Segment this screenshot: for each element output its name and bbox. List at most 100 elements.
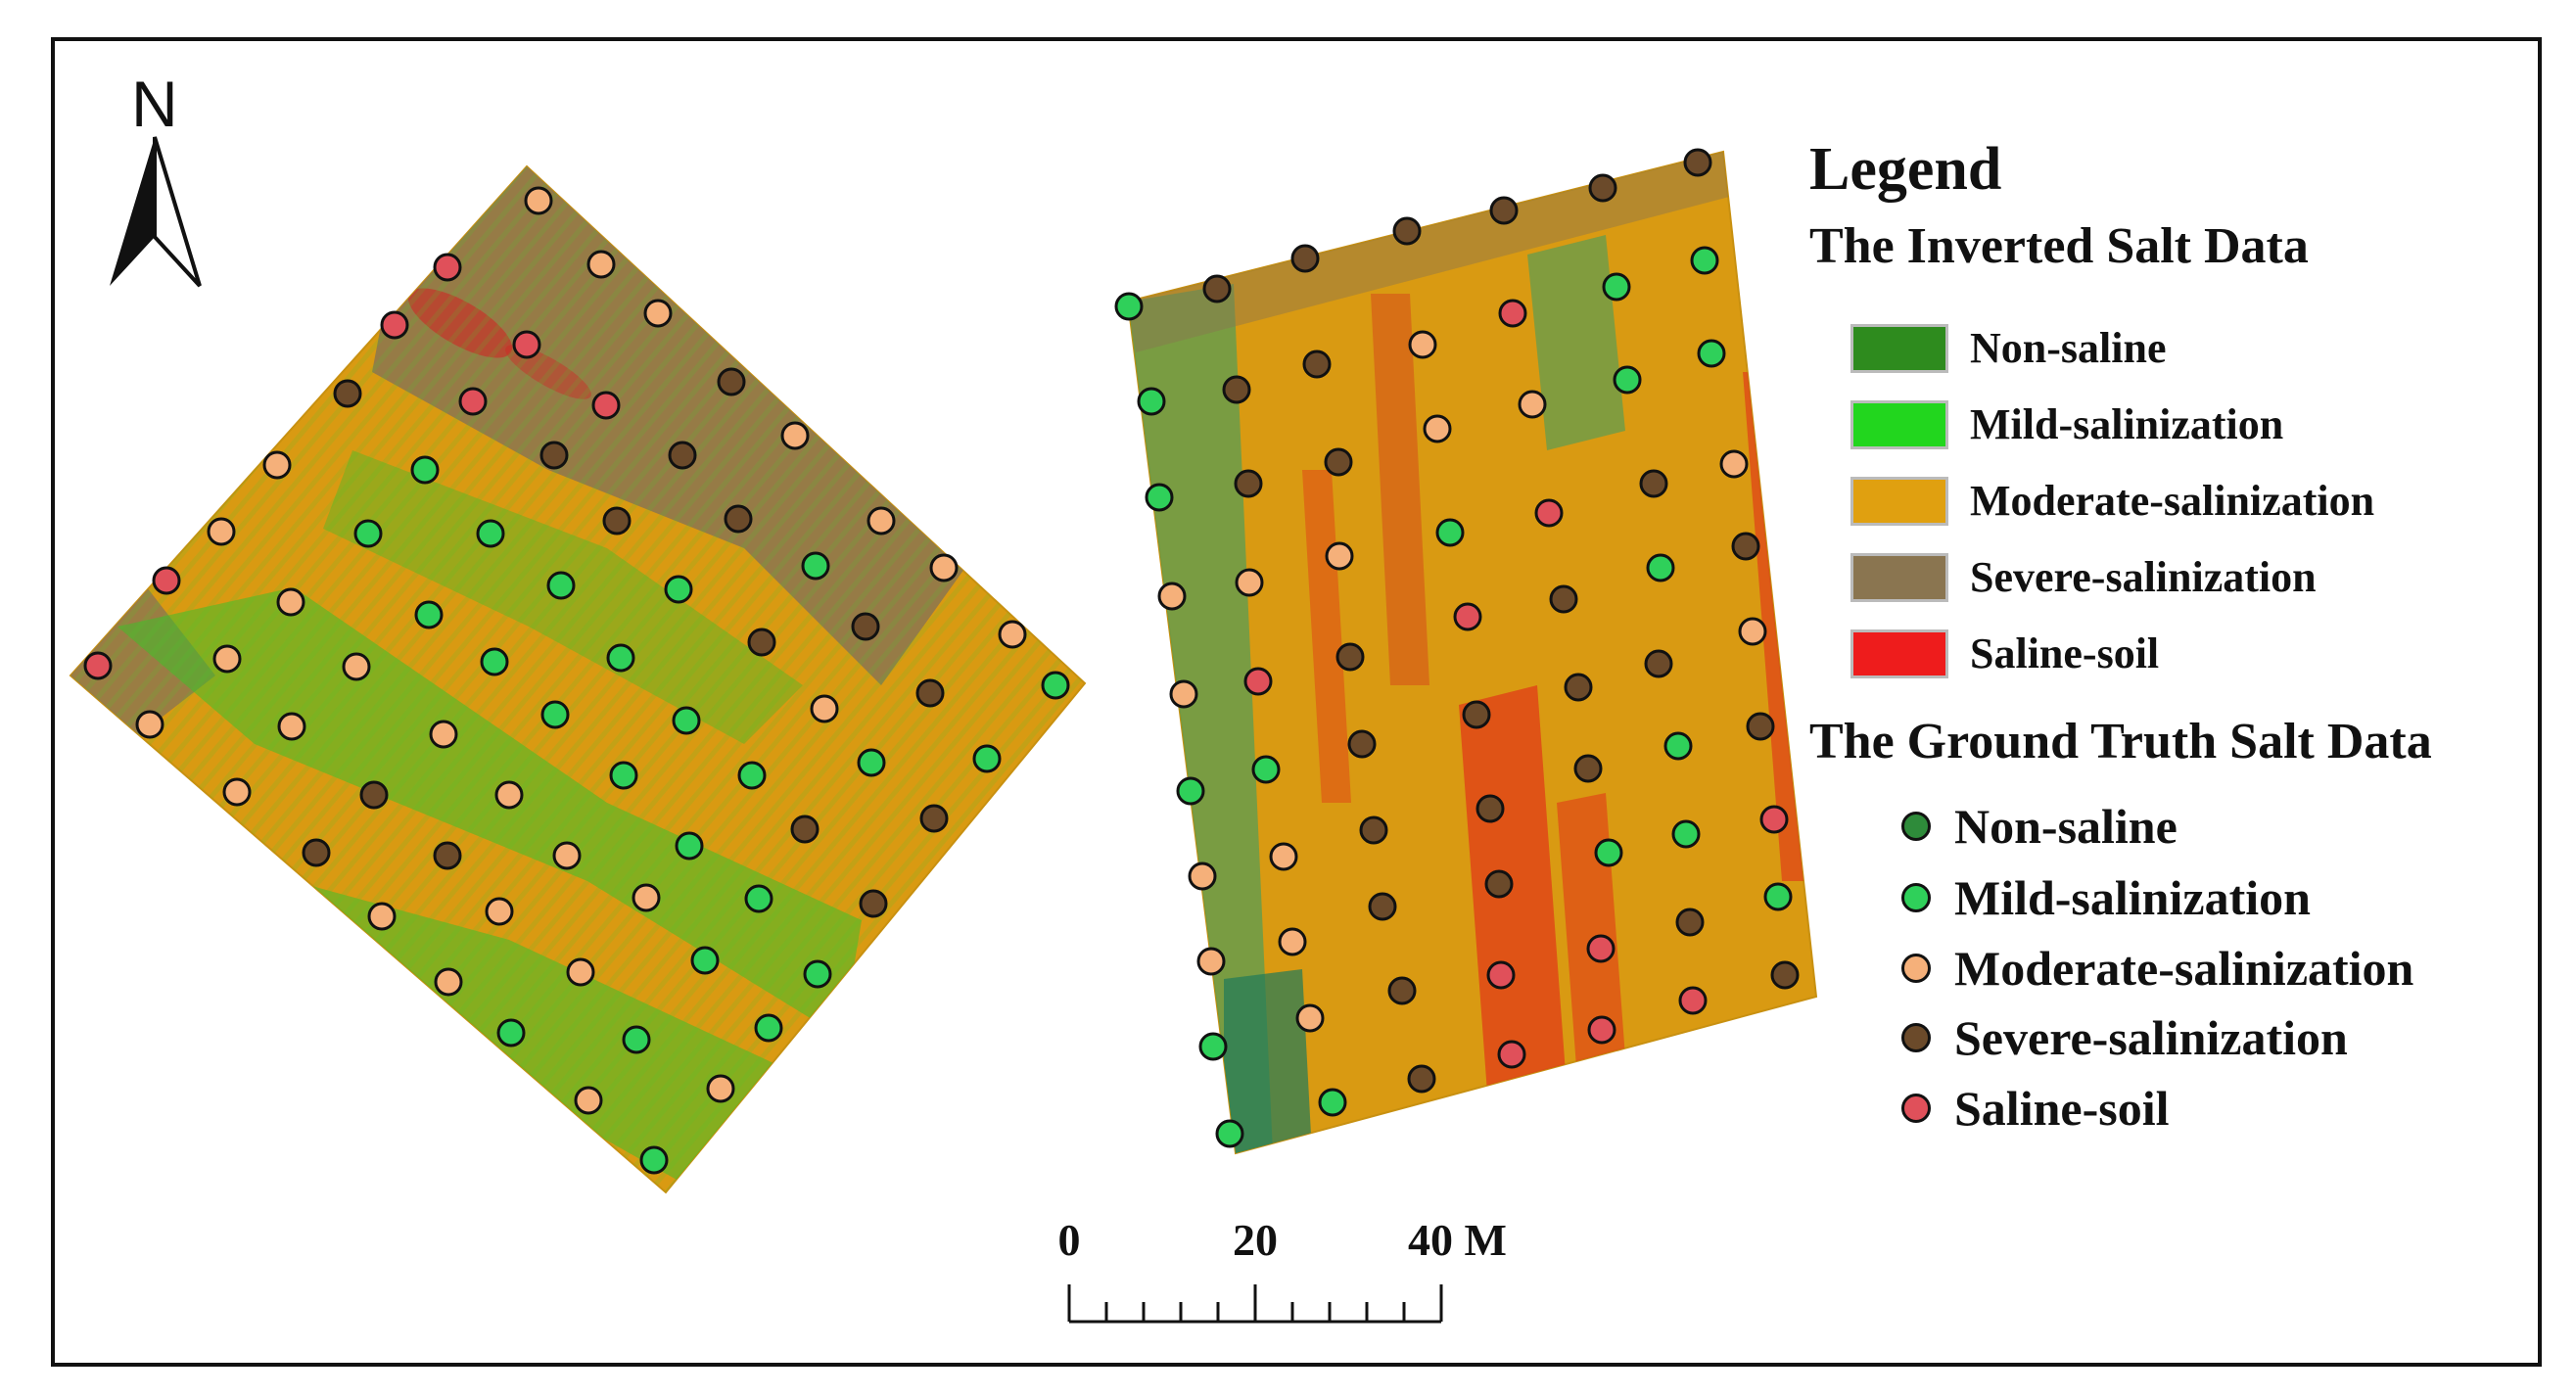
point-moderate: [342, 652, 371, 681]
legend-label: Mild-salinization: [1954, 870, 2311, 925]
point-saline: [1498, 299, 1527, 328]
point-mild: [1671, 819, 1701, 849]
point-mild: [1137, 387, 1166, 416]
point-moderate: [276, 587, 305, 617]
scale-bar: [1067, 1284, 1443, 1324]
point-moderate: [1196, 947, 1226, 976]
point-mild: [672, 706, 701, 735]
legend-inverted-moderate: Moderate-salinization: [1850, 476, 2374, 526]
point-severe: [1392, 216, 1422, 246]
point-mild: [1114, 292, 1144, 321]
swatch-non-saline: [1850, 323, 1948, 373]
point-severe: [1222, 375, 1251, 404]
north-arrow-icon: [110, 136, 202, 288]
legend-label: Non-saline: [1954, 799, 2178, 854]
point-moderate: [632, 883, 661, 912]
point-severe: [1462, 700, 1491, 729]
legend-truth-severe: Severe-salinization: [1901, 1009, 2348, 1066]
point-moderate: [207, 517, 236, 546]
point-moderate: [998, 620, 1027, 649]
point-mild: [639, 1145, 669, 1175]
dot-mild: [1901, 883, 1931, 912]
point-severe: [1324, 447, 1353, 477]
point-moderate: [1269, 842, 1298, 871]
point-severe: [790, 815, 820, 844]
dot-saline: [1901, 1094, 1931, 1123]
point-severe: [333, 379, 362, 408]
point-severe: [717, 367, 746, 396]
point-severe: [915, 678, 945, 708]
point-saline: [1678, 986, 1708, 1015]
point-mild: [1145, 483, 1174, 512]
point-severe: [668, 441, 697, 470]
point-severe: [1564, 673, 1593, 702]
point-moderate: [524, 186, 553, 215]
left-field: [69, 164, 1087, 1194]
legend-truth-moderate: Moderate-salinization: [1901, 940, 2413, 997]
point-severe: [1202, 274, 1232, 303]
legend-inverted-saline: Saline-soil: [1850, 629, 2159, 678]
scale-label-20: 20: [1233, 1215, 1278, 1265]
point-moderate: [1738, 617, 1767, 646]
point-severe: [1387, 976, 1417, 1005]
point-severe: [1644, 649, 1673, 678]
point-severe: [1484, 869, 1514, 899]
legend-truth-mild: Mild-salinization: [1901, 869, 2311, 926]
point-severe: [1731, 532, 1760, 561]
point-moderate: [1169, 679, 1198, 709]
point-mild: [1697, 339, 1726, 368]
point-saline: [1587, 1015, 1616, 1045]
point-severe: [1489, 196, 1519, 225]
point-moderate: [780, 421, 810, 450]
point-mild: [1663, 731, 1693, 761]
legend-truth-saline: Saline-soil: [1901, 1080, 2169, 1137]
point-saline: [1586, 934, 1616, 963]
point-moderate: [1278, 927, 1307, 956]
point-severe: [724, 504, 753, 534]
point-mild: [1251, 755, 1281, 784]
dot-moderate: [1901, 954, 1931, 983]
point-mild: [540, 700, 570, 729]
point-moderate: [566, 957, 595, 987]
point-saline: [83, 651, 113, 680]
legend-label: Severe-salinization: [1954, 1010, 2348, 1065]
point-moderate: [866, 506, 896, 536]
point-severe: [1639, 469, 1668, 498]
point-saline: [458, 387, 488, 416]
legend-inverted-mild: Mild-salinization: [1850, 399, 2283, 449]
point-mild: [1176, 776, 1205, 806]
scale-label-40: 40 M: [1408, 1215, 1507, 1265]
point-severe: [1234, 469, 1263, 498]
point-mild: [414, 600, 444, 629]
point-severe: [539, 441, 569, 470]
point-mild: [803, 959, 832, 989]
point-mild: [353, 519, 383, 548]
point-saline: [1453, 602, 1482, 631]
dot-severe: [1901, 1023, 1931, 1052]
point-mild: [857, 748, 886, 777]
point-mild: [744, 884, 773, 913]
legend-inverted-non-saline: Non-saline: [1850, 323, 2166, 373]
legend-title: Legend: [1809, 136, 2002, 203]
swatch-moderate: [1850, 476, 1948, 526]
point-mild: [1318, 1088, 1347, 1117]
point-severe: [1746, 712, 1775, 741]
legend-inverted-severe: Severe-salinization: [1850, 552, 2317, 602]
map-frame: [51, 37, 2542, 1367]
point-severe: [1770, 960, 1800, 990]
point-mild: [622, 1025, 651, 1054]
point-moderate: [929, 553, 959, 582]
point-moderate: [1235, 568, 1264, 597]
point-moderate: [574, 1086, 603, 1115]
legend-label: Saline-soil: [1954, 1081, 2170, 1136]
point-mild: [410, 455, 440, 485]
point-severe: [1368, 892, 1397, 921]
point-mild: [1435, 518, 1465, 547]
point-mild: [664, 575, 693, 604]
point-mild: [1041, 671, 1070, 700]
point-moderate: [552, 841, 582, 870]
point-moderate: [494, 780, 524, 810]
point-mild: [476, 519, 505, 548]
point-saline: [1243, 667, 1273, 696]
point-saline: [152, 566, 181, 595]
